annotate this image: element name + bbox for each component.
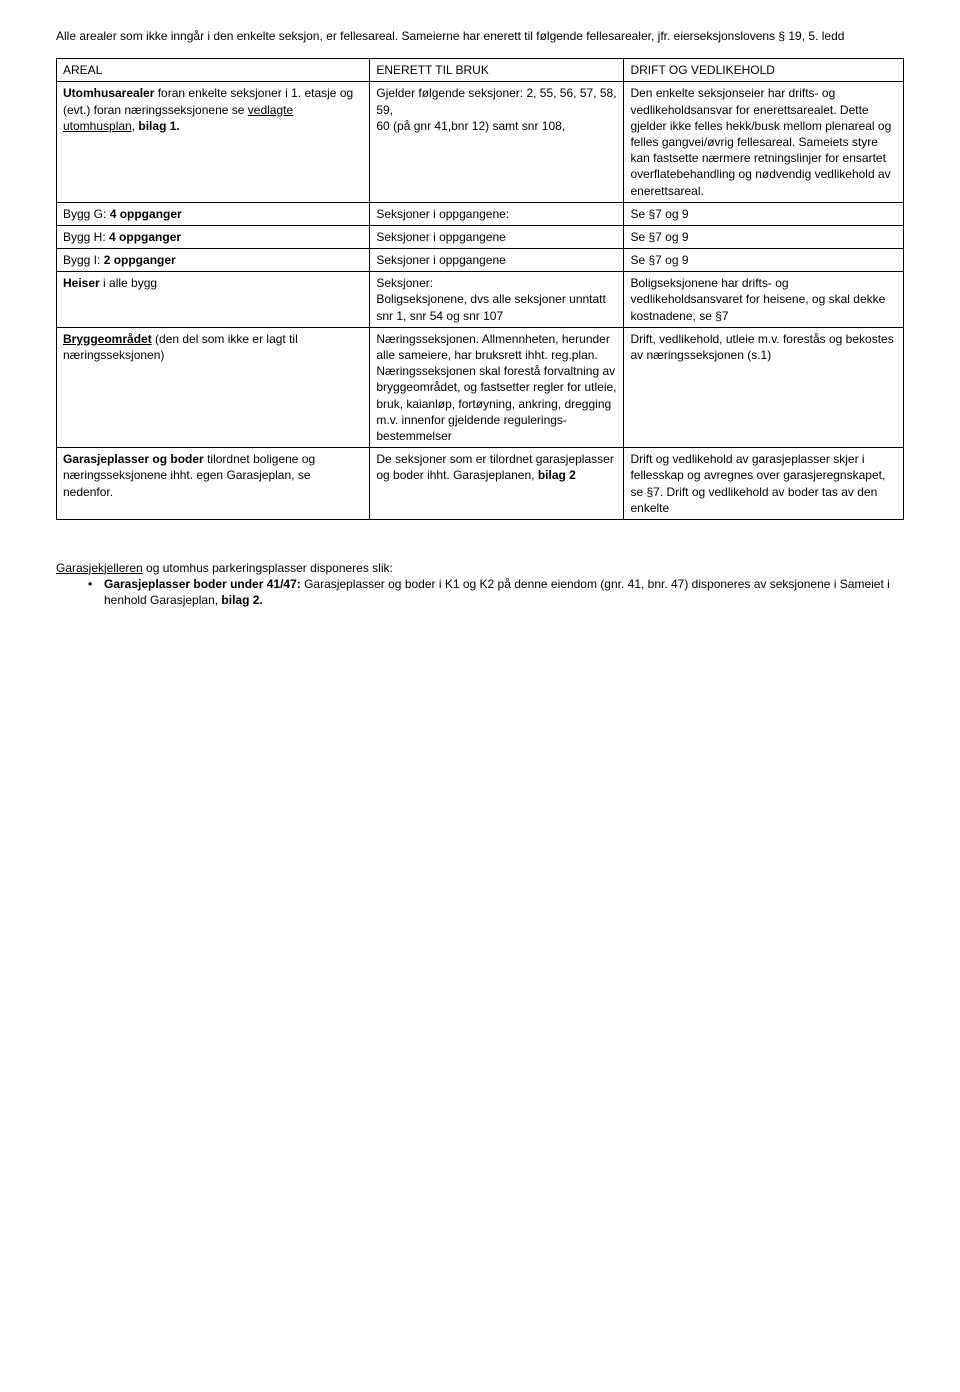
cell-enerett: Seksjoner i oppgangene: [370, 225, 624, 248]
cell-drift: Se §7 og 9: [624, 249, 904, 272]
cell-drift: Drift og vedlikehold av garasjeplasser s…: [624, 448, 904, 520]
cell-enerett: Gjelder følgende seksjoner: 2, 55, 56, 5…: [370, 82, 624, 202]
cell-drift: Drift, vedlikehold, utleie m.v. forestås…: [624, 327, 904, 447]
table-row: Garasjeplasser og boder tilordnet bolige…: [57, 448, 904, 520]
cell-areal: Bygg H: 4 oppganger: [57, 225, 370, 248]
cell-enerett: Seksjoner: Boligseksjonene, dvs alle sek…: [370, 272, 624, 328]
h-areal: AREAL: [57, 59, 370, 82]
table-row: Utomhusarealer foran enkelte seksjoner i…: [57, 82, 904, 202]
table-row: Bygg I: 2 oppganger Seksjoner i oppgange…: [57, 249, 904, 272]
h-enerett: ENERETT TIL BRUK: [370, 59, 624, 82]
intro-text: Alle arealer som ikke inngår i den enkel…: [56, 28, 904, 44]
table-row: Bryggeområdet (den del som ikke er lagt …: [57, 327, 904, 447]
cell-areal: Bygg G: 4 oppganger: [57, 202, 370, 225]
cell-enerett: De seksjoner som er tilordnet garasjepla…: [370, 448, 624, 520]
footer-section: Garasjekjelleren og utomhus parkeringspl…: [56, 560, 904, 609]
cell-drift: Den enkelte seksjonseier har drifts- og …: [624, 82, 904, 202]
cell-drift: Se §7 og 9: [624, 225, 904, 248]
cell-areal: Utomhusarealer foran enkelte seksjoner i…: [57, 82, 370, 202]
cell-drift: Boligseksjonene har drifts- og vedlikeho…: [624, 272, 904, 328]
table-row: Bygg G: 4 oppganger Seksjoner i oppgange…: [57, 202, 904, 225]
cell-drift: Se §7 og 9: [624, 202, 904, 225]
table-row: Bygg H: 4 oppganger Seksjoner i oppgange…: [57, 225, 904, 248]
cell-areal: Heiser i alle bygg: [57, 272, 370, 328]
bullet-icon: •: [88, 576, 104, 592]
h-drift: DRIFT OG VEDLIKEHOLD: [624, 59, 904, 82]
cell-enerett: Seksjoner i oppgangene:: [370, 202, 624, 225]
cell-areal: Garasjeplasser og boder tilordnet bolige…: [57, 448, 370, 520]
footer-bullet: •Garasjeplasser boder under 41/47: Garas…: [56, 576, 904, 608]
table-row: Heiser i alle bygg Seksjoner: Boligseksj…: [57, 272, 904, 328]
cell-areal: Bygg I: 2 oppganger: [57, 249, 370, 272]
areal-table: AREAL ENERETT TIL BRUK DRIFT OG VEDLIKEH…: [56, 58, 904, 520]
cell-enerett: Næringsseksjonen. Allmennheten, herunder…: [370, 327, 624, 447]
cell-enerett: Seksjoner i oppgangene: [370, 249, 624, 272]
cell-areal: Bryggeområdet (den del som ikke er lagt …: [57, 327, 370, 447]
table-header-row: AREAL ENERETT TIL BRUK DRIFT OG VEDLIKEH…: [57, 59, 904, 82]
footer-heading: Garasjekjelleren og utomhus parkeringspl…: [56, 560, 904, 576]
